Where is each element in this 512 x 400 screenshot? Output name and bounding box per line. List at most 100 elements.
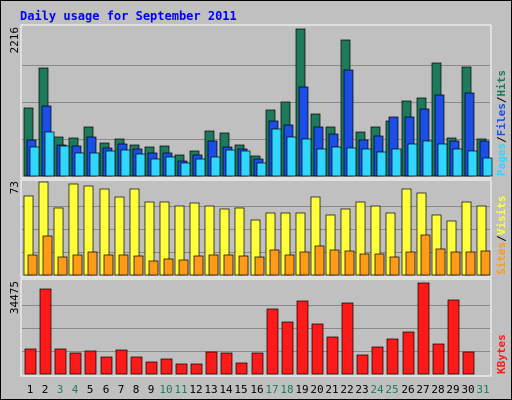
day-label: 7 (118, 383, 125, 396)
top-pages-bar (29, 146, 40, 177)
mid-sites-bar (148, 260, 159, 276)
bot-kbytes-bar (24, 348, 37, 375)
mid-sites-bar (193, 255, 204, 276)
bot-kbytes-bar (54, 348, 67, 375)
axis-label-part: / (495, 96, 508, 103)
top-pages-bar (437, 143, 448, 177)
day-label: 28 (431, 383, 444, 396)
mid-sites-bar (238, 255, 249, 276)
day-label: 25 (385, 383, 398, 396)
day-label: 27 (416, 383, 429, 396)
mid-sites-bar (87, 251, 98, 276)
mid-sites-bar (299, 251, 310, 276)
top-pages-bar (135, 153, 146, 177)
axis-label-part: KBytes (495, 334, 508, 374)
top-pages-bar (44, 131, 55, 177)
bot-kbytes-bar (371, 346, 384, 375)
top-pages-bar (240, 150, 251, 177)
bot-kbytes-bar (100, 356, 113, 375)
top-pages-bar (225, 149, 236, 177)
day-label: 24 (370, 383, 384, 396)
bot-kbytes-bar (402, 331, 415, 375)
mid-sites-bar (133, 255, 144, 276)
top-pages-bar (301, 138, 312, 177)
top-pages-bar (180, 162, 191, 177)
bot-kbytes-bar (386, 338, 399, 375)
bot-kbytes-bar (115, 349, 128, 375)
bot-panel-max-label: 34475 (8, 281, 21, 314)
bot-kbytes-bar (462, 351, 475, 375)
day-label: 15 (234, 383, 247, 396)
top-pages-bar (482, 157, 493, 177)
top-pages-bar (391, 148, 402, 177)
mid-sites-bar (450, 251, 461, 276)
day-label: 17 (265, 383, 278, 396)
bot-kbytes-bar (447, 299, 460, 375)
top-pages-bar (210, 156, 221, 177)
top-pages-bar (195, 158, 206, 177)
mid-panel-axis-label: Sites/Visits (495, 196, 508, 276)
day-label: 13 (204, 383, 217, 396)
top-pages-bar (331, 146, 342, 177)
top-panel-max-label: 2216 (8, 27, 21, 54)
bot-kbytes-bar (341, 302, 354, 375)
axis-max-labels: 2216 73 34475 (8, 27, 21, 314)
top-pages-bar (467, 150, 478, 177)
axis-label-part: Files (495, 103, 508, 136)
day-label: 22 (340, 383, 353, 396)
bot-panel-axis-label: KBytes (495, 334, 508, 374)
mid-sites-bar (284, 254, 295, 276)
top-pages-bar (407, 143, 418, 177)
day-label: 29 (446, 383, 459, 396)
bot-kbytes-bar (432, 343, 445, 375)
mid-sites-bar (72, 254, 83, 276)
mid-sites-bar (269, 249, 280, 276)
panel-frame-mid (20, 179, 492, 278)
axis-label-part: Pages (495, 143, 508, 176)
top-pages-bar (346, 147, 357, 177)
bot-kbytes-bar (326, 336, 339, 375)
mid-sites-bar (163, 258, 174, 276)
day-label: 3 (57, 383, 64, 396)
axis-label-part: / (495, 235, 508, 242)
mid-sites-bar (344, 250, 355, 276)
bot-kbytes-bar (145, 361, 158, 375)
day-label: 6 (103, 383, 110, 396)
top-pages-bar (165, 156, 176, 177)
top-pages-bar (376, 151, 387, 177)
mid-sites-bar (329, 249, 340, 276)
day-labels: 1 2 3 4 5 6 7 8 9 10 11 12 13 14 15 16 17 18 19 20 21 22 23 24 2… (27, 383, 490, 396)
top-pages-bar (316, 148, 327, 177)
day-label: 26 (401, 383, 414, 396)
mid-sites-bar (420, 234, 431, 276)
top-pages-bar (422, 140, 433, 177)
chart-title: Daily usage for September 2011 (20, 9, 237, 23)
axis-label-part: Hits (495, 70, 508, 97)
bot-kbytes-bar (175, 363, 188, 375)
mid-sites-bar (359, 253, 370, 276)
mid-sites-bar (465, 251, 476, 276)
top-pages-bar (256, 162, 267, 177)
bars (23, 28, 493, 375)
mid-sites-bar (118, 254, 129, 276)
mid-sites-bar (405, 251, 416, 276)
day-label: 4 (72, 383, 79, 396)
day-label: 10 (159, 383, 172, 396)
day-label: 21 (325, 383, 338, 396)
axis-label-part: / (495, 136, 508, 143)
panel-frame-top (20, 24, 492, 179)
bot-kbytes-bar (69, 352, 82, 375)
top-pages-bar (105, 150, 116, 177)
day-label: 8 (133, 383, 140, 396)
bot-kbytes-bar (220, 352, 233, 375)
top-pages-bar (361, 148, 372, 177)
panel-frame-bot (20, 278, 492, 377)
mid-sites-bar (435, 248, 446, 276)
bot-kbytes-bar (356, 354, 369, 375)
mid-sites-bar (57, 256, 68, 276)
bot-kbytes-bar (296, 300, 309, 375)
day-label: 1 (27, 383, 34, 396)
day-label: 16 (250, 383, 263, 396)
